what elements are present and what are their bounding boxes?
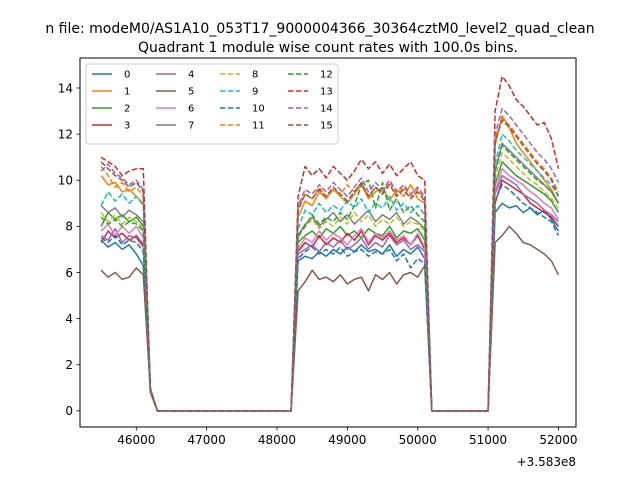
x-tick-label: 50000: [399, 433, 437, 447]
series-line-10: [100, 184, 560, 412]
plot-lines: [100, 75, 560, 412]
y-tick-label: 12: [58, 127, 73, 141]
legend-label-10: 10: [252, 104, 265, 115]
x-axis-offset-label: +3.583e8: [517, 455, 576, 469]
legend-label-12: 12: [320, 70, 333, 81]
y-tick-label: 2: [65, 358, 73, 372]
legend-box: [85, 63, 339, 145]
y-tick-label: 4: [65, 312, 73, 326]
legend-label-7: 7: [188, 121, 194, 132]
axes-frame: [79, 57, 577, 428]
legend-label-9: 9: [252, 87, 258, 98]
legend-label-14: 14: [320, 104, 333, 115]
legend-label-13: 13: [320, 87, 333, 98]
legend-label-4: 4: [188, 70, 194, 81]
x-axis: 46000 47000 48000 49000 50000 51000 52000: [117, 427, 578, 447]
y-tick-label: 10: [58, 174, 73, 188]
legend-label-2: 2: [124, 104, 130, 115]
legend-label-5: 5: [188, 87, 194, 98]
x-tick-label: 49000: [328, 433, 366, 447]
series-line-15: [100, 119, 560, 412]
x-tick-label: 52000: [539, 433, 577, 447]
legend-label-3: 3: [124, 121, 130, 132]
legend-label-11: 11: [252, 121, 265, 132]
y-tick-label: 0: [65, 404, 73, 418]
x-tick-label: 48000: [258, 433, 296, 447]
x-tick-label: 47000: [188, 433, 226, 447]
legend-label-0: 0: [124, 70, 130, 81]
x-tick-label: 46000: [117, 433, 155, 447]
x-tick-label: 51000: [469, 433, 507, 447]
legend-label-8: 8: [252, 70, 258, 81]
y-tick-label: 6: [65, 266, 73, 280]
chart-title: Quadrant 1 module wise count rates with …: [138, 40, 518, 56]
y-axis: 0 2 4 6 8 10 12 14: [58, 81, 80, 418]
figure-suptitle: n file: modeM0/AS1A10_053T17_9000004366_…: [45, 21, 594, 37]
y-tick-label: 8: [65, 220, 73, 234]
y-tick-label: 14: [58, 81, 73, 95]
legend-label-1: 1: [124, 87, 130, 98]
legend-label-6: 6: [188, 104, 194, 115]
legend-label-15: 15: [320, 121, 333, 132]
